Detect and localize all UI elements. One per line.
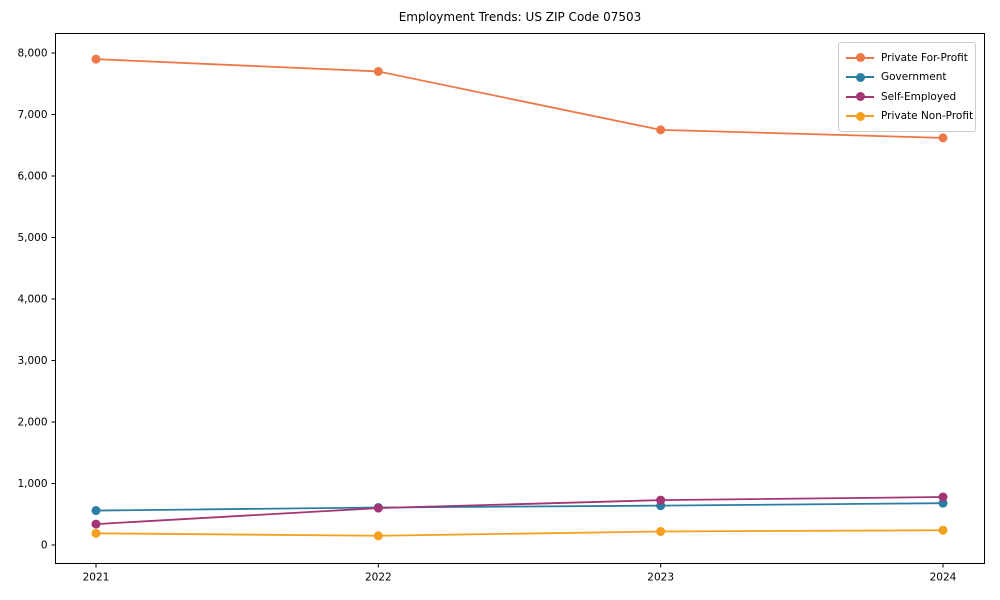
legend-item: Government	[846, 68, 967, 88]
y-tick-label: 6,000	[17, 171, 47, 183]
series-government	[91, 498, 948, 516]
data-point-self-employed-2023	[656, 495, 666, 505]
y-tick-label: 3,000	[17, 355, 47, 367]
data-point-private-non-profit-2022	[373, 531, 383, 541]
x-tick-label: 2022	[365, 572, 392, 584]
data-point-government-2021	[91, 506, 101, 516]
y-tick-label: 1,000	[17, 478, 47, 490]
y-tick-label: 5,000	[17, 232, 47, 244]
chart-title: Employment Trends: US ZIP Code 07503	[398, 10, 642, 24]
x-tick-label: 2023	[647, 572, 674, 584]
series-private-non-profit	[91, 525, 948, 541]
legend-label: Self-Employed	[881, 90, 957, 103]
legend-label: Private Non-Profit	[881, 110, 974, 123]
legend-swatch-icon	[846, 92, 874, 102]
data-point-private-for-profit-2024	[938, 133, 948, 143]
data-point-private-non-profit-2021	[91, 528, 101, 538]
legend-item: Private For-Profit	[846, 48, 968, 68]
y-tick-label: 4,000	[17, 294, 47, 306]
legend-item: Self-Employed	[846, 87, 967, 107]
data-point-private-for-profit-2021	[91, 54, 101, 64]
data-point-private-non-profit-2024	[938, 525, 948, 535]
y-tick-label: 7,000	[17, 109, 47, 121]
legend-item: Private Non-Profit	[846, 107, 973, 127]
legend-swatch-icon	[846, 53, 874, 63]
series-line-private-non-profit	[95, 529, 944, 537]
data-point-private-for-profit-2023	[656, 125, 666, 135]
y-tick-label: 0	[41, 540, 48, 552]
legend: Private For-Profit Government Self-Employe…	[838, 42, 976, 132]
data-point-self-employed-2024	[938, 492, 948, 502]
series-self-employed	[91, 492, 948, 529]
x-tick-label: 2021	[83, 572, 110, 584]
y-tick-label: 8,000	[17, 48, 47, 60]
series-line-government	[95, 502, 944, 512]
data-point-private-non-profit-2023	[656, 526, 666, 536]
x-tick-label: 2024	[930, 572, 957, 584]
data-point-self-employed-2022	[373, 503, 383, 513]
data-point-private-for-profit-2022	[373, 66, 383, 76]
legend-label: Private For-Profit	[881, 51, 968, 64]
series-line-private-for-profit	[95, 58, 944, 139]
series-line-self-employed	[95, 496, 944, 525]
legend-swatch-icon	[846, 111, 874, 121]
series-private-for-profit	[91, 54, 948, 143]
data-point-government-2024	[938, 498, 948, 508]
legend-label: Government	[881, 71, 947, 84]
y-tick-label: 2,000	[17, 417, 47, 429]
data-point-self-employed-2021	[91, 519, 101, 529]
legend-swatch-icon	[846, 72, 874, 82]
